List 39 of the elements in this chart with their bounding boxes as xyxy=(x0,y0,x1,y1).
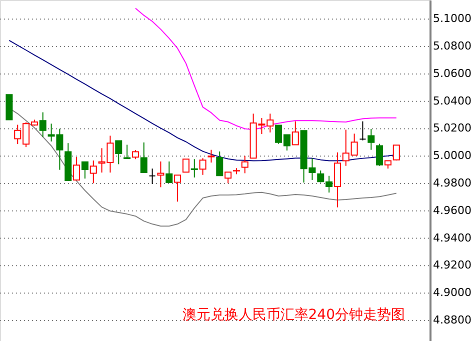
candlestick xyxy=(368,128,375,150)
candlestick xyxy=(208,149,215,164)
y-tick-label: 5.1000 xyxy=(433,12,472,26)
candlestick xyxy=(241,155,248,174)
candlestick xyxy=(190,158,198,178)
candlestick xyxy=(359,120,366,141)
y-tick-label: 4.9800 xyxy=(433,176,472,190)
y-tick-label: 5.0400 xyxy=(433,94,472,108)
line-series xyxy=(134,8,397,130)
candlestick xyxy=(224,172,232,184)
candlestick xyxy=(376,143,384,166)
candlestick xyxy=(199,158,206,176)
y-tick-label: 4.9600 xyxy=(433,204,472,217)
candlestick xyxy=(174,174,182,202)
candlestick xyxy=(73,156,80,180)
candlestick xyxy=(216,150,224,176)
y-tick-label: 4.8800 xyxy=(433,313,472,326)
candlestick xyxy=(39,112,46,138)
candlestick xyxy=(90,160,97,184)
candlestick xyxy=(132,150,139,160)
y-tick-label: 4.9000 xyxy=(433,286,472,300)
candlestick xyxy=(392,144,400,162)
candlestick xyxy=(148,168,156,184)
text: 澳元兑换人民币汇率240分钟走势图 xyxy=(182,307,405,323)
candlestick xyxy=(292,120,299,146)
y-tick-label: 4.9200 xyxy=(433,258,472,272)
candlestick xyxy=(182,158,190,173)
y-tick-label: 5.0600 xyxy=(433,66,472,80)
y-tick-label: 5.0800 xyxy=(433,40,472,53)
candlestick xyxy=(157,160,164,188)
y-tick-label: 5.0000 xyxy=(433,149,472,162)
candlestick xyxy=(124,144,131,159)
candlestick xyxy=(115,140,122,165)
candlestick xyxy=(334,152,341,208)
candlestick xyxy=(140,142,148,174)
candlestick xyxy=(81,161,88,180)
y-tick-label: 5.0200 xyxy=(433,122,472,135)
y-tick-label: 4.9400 xyxy=(433,231,472,244)
candlestick xyxy=(166,160,173,184)
